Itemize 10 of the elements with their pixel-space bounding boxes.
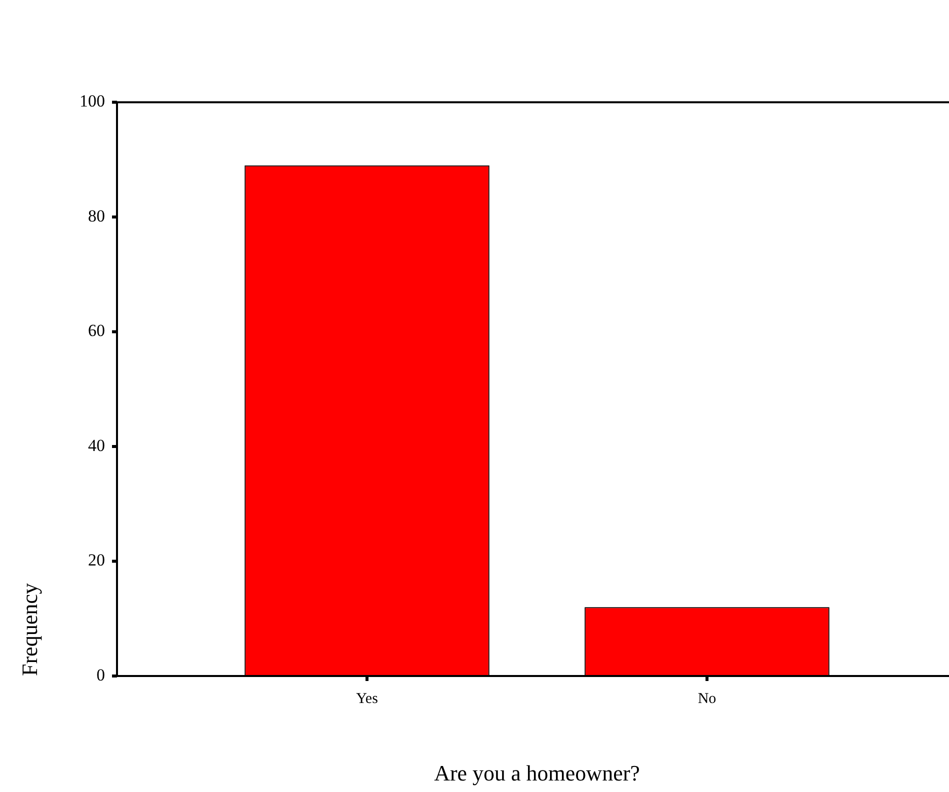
x-tick-label: No — [698, 690, 716, 707]
y-tick-label: 100 — [80, 92, 105, 111]
y-tick-label: 20 — [88, 550, 105, 570]
y-axis-title: Frequency — [16, 583, 42, 676]
x-tick-label: Yes — [356, 690, 378, 707]
y-tick-label: 60 — [88, 321, 105, 340]
x-axis-title: Are you a homeowner? — [434, 760, 640, 786]
y-tick-label: 40 — [88, 436, 105, 455]
y-tick-label: 0 — [96, 665, 105, 684]
y-tick-label: 80 — [88, 206, 105, 226]
